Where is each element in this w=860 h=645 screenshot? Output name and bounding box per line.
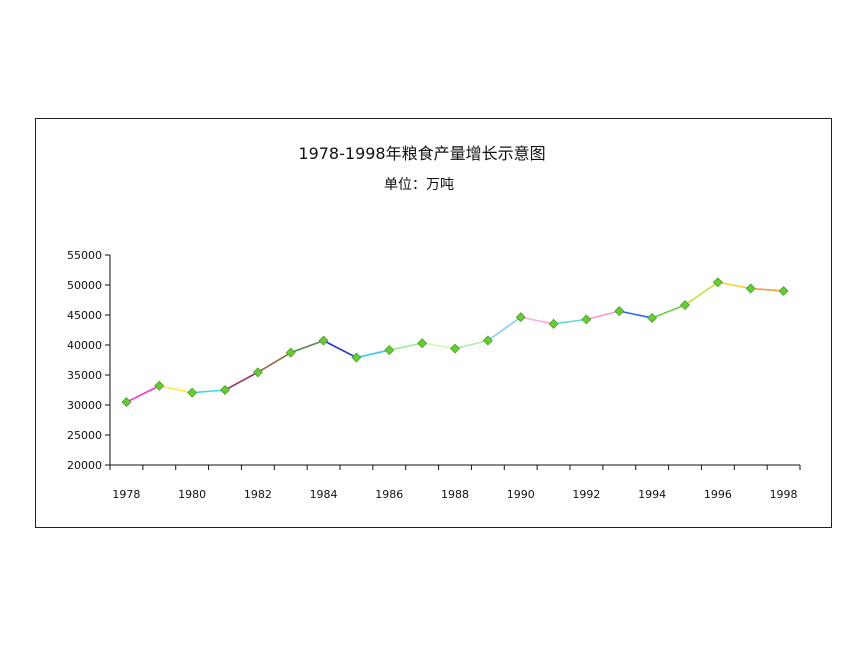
line-segment bbox=[257, 351, 292, 373]
x-tick-label: 1990 bbox=[507, 488, 535, 501]
x-tick-label: 1978 bbox=[112, 488, 140, 501]
line-segment bbox=[356, 349, 390, 359]
line-segment bbox=[454, 339, 489, 350]
data-point bbox=[482, 335, 493, 346]
data-point bbox=[187, 387, 198, 398]
line-segment bbox=[323, 339, 357, 359]
data-point bbox=[417, 338, 428, 349]
line-segment bbox=[422, 342, 456, 350]
data-point bbox=[647, 313, 658, 323]
y-tick-label: 55000 bbox=[67, 249, 102, 262]
data-point bbox=[220, 385, 230, 395]
line-segment bbox=[586, 310, 620, 321]
line-segment bbox=[750, 287, 784, 292]
line-segment bbox=[192, 389, 226, 394]
y-tick-label: 35000 bbox=[67, 369, 102, 382]
line-segment bbox=[159, 384, 193, 394]
data-point bbox=[778, 286, 789, 296]
x-axis-ticks: 1978 1980 1982 1984 1986 1988 1990 1992 1994 1996… bbox=[109, 465, 801, 501]
x-tick-label: 1986 bbox=[375, 488, 403, 501]
data-point bbox=[285, 347, 296, 358]
x-tick-label: 1992 bbox=[572, 488, 600, 501]
line-chart: 1978-1998年粮食产量增长示意图 单位：万吨 20000 25000 3000… bbox=[67, 144, 801, 501]
line-segment bbox=[126, 385, 160, 403]
x-tick-label: 1996 bbox=[704, 488, 732, 501]
data-point bbox=[581, 314, 592, 325]
y-tick-label: 30000 bbox=[67, 399, 102, 412]
line-segment bbox=[290, 339, 324, 354]
data-point bbox=[384, 345, 395, 356]
data-point bbox=[712, 277, 723, 288]
y-tick-label: 40000 bbox=[67, 339, 102, 352]
data-point bbox=[515, 312, 526, 323]
chart-frame: 1978-1998年粮食产量增长示意图 单位：万吨 20000 25000 3000… bbox=[35, 118, 832, 528]
data-point bbox=[745, 283, 756, 294]
x-tick-label: 1998 bbox=[770, 488, 798, 501]
x-tick-label: 1988 bbox=[441, 488, 469, 501]
data-point bbox=[614, 306, 625, 317]
chart-title: 1978-1998年粮食产量增长示意图 bbox=[298, 144, 545, 163]
x-tick-label: 1984 bbox=[310, 488, 338, 501]
x-tick-label: 1980 bbox=[178, 488, 206, 501]
data-point bbox=[252, 367, 263, 378]
data-point bbox=[351, 352, 362, 363]
y-tick-label: 25000 bbox=[67, 429, 102, 442]
line-segment bbox=[224, 371, 259, 391]
y-axis-ticks: 20000 25000 30000 35000 40000 45000 50000 55000 bbox=[67, 249, 110, 472]
line-segment bbox=[520, 316, 554, 325]
y-tick-label: 50000 bbox=[67, 279, 102, 292]
data-point bbox=[680, 300, 690, 310]
line-segment bbox=[684, 281, 719, 306]
data-point bbox=[548, 318, 559, 329]
y-tick-label: 45000 bbox=[67, 309, 102, 322]
y-tick-label: 20000 bbox=[67, 459, 102, 472]
data-point bbox=[318, 335, 329, 346]
data-point bbox=[154, 380, 165, 391]
data-point bbox=[450, 343, 460, 354]
line-segment bbox=[487, 316, 522, 342]
line-segment bbox=[619, 310, 653, 319]
series-markers bbox=[121, 277, 789, 408]
series-line bbox=[126, 281, 784, 403]
x-tick-label: 1982 bbox=[244, 488, 272, 501]
line-segment bbox=[389, 342, 423, 351]
data-point bbox=[121, 397, 132, 408]
line-segment bbox=[651, 304, 686, 319]
chart-subtitle: 单位：万吨 bbox=[384, 177, 454, 193]
line-segment bbox=[553, 318, 587, 325]
x-tick-label: 1994 bbox=[638, 488, 666, 501]
line-segment bbox=[717, 281, 751, 290]
